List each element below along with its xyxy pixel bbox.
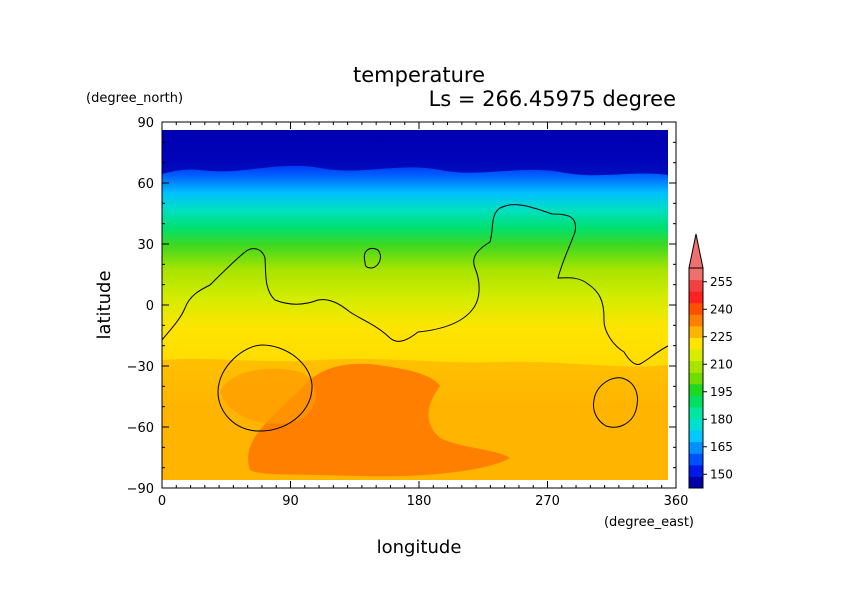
colorbar-swatch bbox=[689, 372, 703, 385]
colorbar-tick-label: 255 bbox=[710, 275, 733, 289]
colorbar-tick-label: 240 bbox=[710, 302, 733, 316]
colorbar-swatch bbox=[689, 476, 703, 489]
colorbar-swatch bbox=[689, 441, 703, 454]
colorbar-swatch bbox=[689, 406, 703, 420]
colorbar-frame bbox=[688, 267, 704, 489]
y-tick-label: 60 bbox=[137, 177, 154, 192]
colorbar-tick-label: 195 bbox=[710, 385, 733, 399]
colorbar-swatch bbox=[689, 325, 703, 338]
x-unit-label: (degree_east) bbox=[604, 515, 694, 530]
x-tick-label: 180 bbox=[407, 494, 432, 509]
x-axis-label: longitude bbox=[377, 537, 462, 558]
colorbar-swatch bbox=[689, 453, 703, 466]
x-tick-labels: 0 90 180 270 360 bbox=[158, 494, 689, 509]
x-tick-label: 270 bbox=[535, 494, 560, 509]
colorbar-extend-arrow bbox=[688, 233, 704, 269]
colorbar-swatch bbox=[689, 291, 703, 304]
y-tick-label: −30 bbox=[127, 360, 154, 375]
y-tick-label: −90 bbox=[127, 482, 154, 497]
topography-contour bbox=[161, 204, 669, 365]
colorbar-swatch bbox=[689, 418, 703, 431]
colorbar-tick-label: 180 bbox=[710, 412, 733, 426]
colorbar-swatch bbox=[689, 430, 703, 443]
y-unit-label: (degree_north) bbox=[86, 91, 183, 106]
colorbar-swatch bbox=[689, 395, 703, 408]
colorbar-labels: 150 165 180 195 210 225 240 255 bbox=[710, 275, 733, 482]
y-tick-labels: 90 60 30 0 −30 −60 −90 bbox=[127, 116, 154, 497]
temperature-field bbox=[162, 130, 668, 480]
y-tick-label: −60 bbox=[127, 421, 154, 436]
chart-subtitle: Ls = 266.45975 degree bbox=[429, 87, 676, 111]
colorbar-tick-label: 150 bbox=[710, 467, 733, 481]
colorbar-swatch bbox=[689, 360, 703, 373]
y-tick-label: 90 bbox=[137, 116, 154, 131]
x-tick-label: 90 bbox=[282, 494, 299, 509]
colorbar-swatch bbox=[689, 349, 703, 362]
y-tick-label: 30 bbox=[137, 238, 154, 253]
colorbar-swatch bbox=[689, 268, 703, 281]
field-cold-band bbox=[162, 130, 668, 176]
colorbar-swatch bbox=[689, 464, 703, 477]
colorbar-swatch bbox=[689, 279, 703, 292]
x-tick-label: 0 bbox=[158, 494, 166, 509]
colorbar bbox=[688, 233, 707, 489]
x-tick-label: 360 bbox=[664, 494, 689, 509]
field-yellow-band bbox=[162, 330, 668, 367]
axis-ticks bbox=[161, 121, 677, 489]
contour-west-crater bbox=[217, 344, 313, 432]
y-tick-label: 0 bbox=[146, 299, 154, 314]
colorbar-tick-label: 210 bbox=[710, 357, 733, 371]
chart-title: temperature bbox=[353, 63, 485, 87]
colorbar-tick-label: 225 bbox=[710, 330, 733, 344]
colorbar-tick-label: 165 bbox=[710, 440, 733, 454]
contour-east-crater bbox=[593, 377, 638, 428]
contour-small-loop bbox=[363, 248, 381, 269]
colorbar-swatch bbox=[689, 337, 703, 350]
colorbar-swatch bbox=[689, 314, 703, 327]
colorbar-swatch bbox=[689, 383, 703, 396]
y-axis-label: latitude bbox=[94, 270, 115, 339]
colorbar-swatch bbox=[689, 302, 703, 315]
field-west-warm-patch bbox=[220, 368, 316, 424]
